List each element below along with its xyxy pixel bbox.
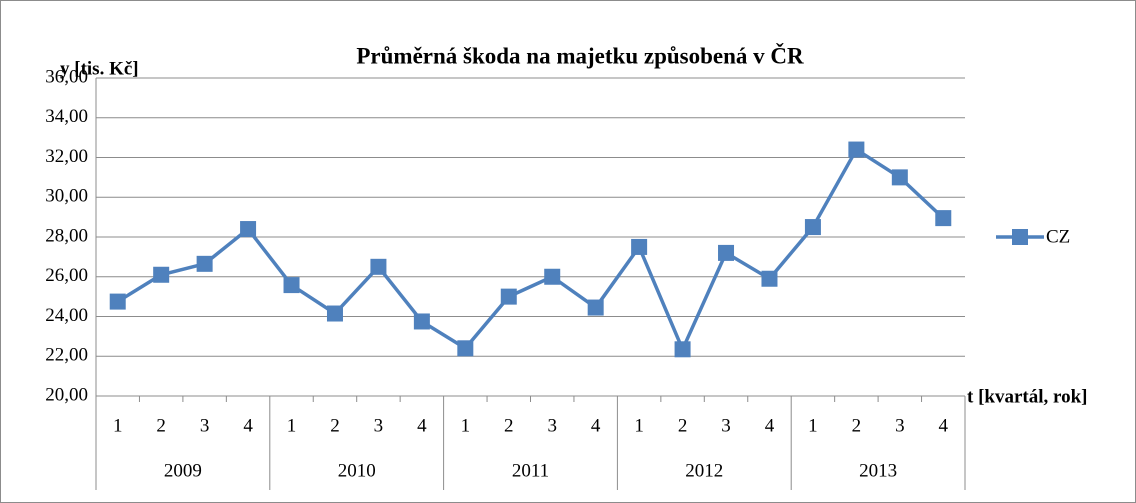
marker (240, 221, 257, 238)
marker (109, 293, 126, 310)
x-tick-label: 1 (808, 415, 818, 436)
x-tick-label: 1 (461, 415, 471, 436)
x-group-label: 2013 (859, 460, 897, 481)
x-tick-label: 3 (721, 415, 731, 436)
series-line (116, 147, 945, 352)
marker (196, 255, 213, 272)
x-tick-label: 2 (678, 415, 688, 436)
marker (326, 305, 343, 322)
y-tick-label: 34,00 (45, 106, 88, 127)
marker (544, 268, 561, 285)
legend-label: CZ (1046, 226, 1070, 247)
marker (370, 258, 387, 275)
x-group-label: 2011 (512, 460, 549, 481)
x-group-label: 2012 (685, 460, 723, 481)
marker (761, 270, 778, 287)
x-tick-label: 4 (939, 415, 949, 436)
y-tick-label: 22,00 (45, 345, 88, 366)
marker (413, 313, 430, 330)
marker (587, 299, 604, 316)
marker (457, 340, 474, 357)
y-tick-label: 26,00 (45, 265, 88, 286)
marker (500, 288, 517, 305)
x-tick-label: 1 (287, 415, 297, 436)
marker (718, 244, 735, 261)
marker (891, 169, 908, 186)
x-tick-label: 2 (330, 415, 340, 436)
y-tick-label: 30,00 (45, 186, 88, 207)
legend-marker (1012, 229, 1028, 245)
x-tick-label: 3 (895, 415, 905, 436)
y-tick-label: 24,00 (45, 305, 88, 326)
y-tick-label: 36,00 (45, 66, 88, 87)
marker (153, 266, 170, 283)
marker (283, 277, 300, 294)
x-tick-label: 2 (504, 415, 514, 436)
y-tick-label: 28,00 (45, 225, 88, 246)
x-tick-label: 1 (634, 415, 644, 436)
x-tick-label: 1 (113, 415, 123, 436)
y-axis-label: y [tis. Kč] (60, 58, 139, 79)
x-tick-label: 4 (765, 415, 775, 436)
x-tick-label: 3 (200, 415, 210, 436)
y-tick-label: 20,00 (45, 384, 88, 405)
x-tick-label: 4 (591, 415, 601, 436)
x-tick-label: 3 (547, 415, 557, 436)
marker (804, 219, 821, 236)
x-tick-label: 4 (417, 415, 427, 436)
x-tick-label: 4 (243, 415, 253, 436)
x-tick-label: 2 (852, 415, 862, 436)
y-tick-label: 32,00 (45, 146, 88, 167)
x-group-label: 2010 (338, 460, 376, 481)
marker (674, 341, 691, 358)
marker (848, 141, 865, 158)
marker (935, 210, 952, 227)
x-axis-label: t [kvartál, rok] (967, 386, 1088, 407)
x-tick-label: 3 (374, 415, 384, 436)
x-tick-label: 2 (156, 415, 166, 436)
chart-title: Průměrná škoda na majetku způsobená v ČR (356, 42, 804, 68)
x-group-label: 2009 (164, 460, 202, 481)
marker (631, 238, 648, 255)
